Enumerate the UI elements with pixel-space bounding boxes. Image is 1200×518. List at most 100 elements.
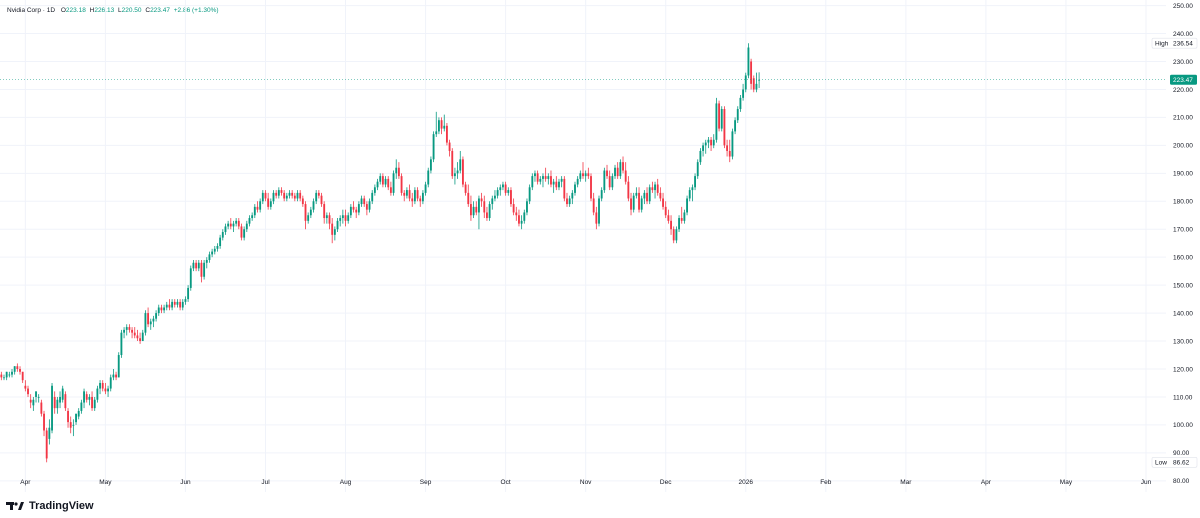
candle: [285, 192, 288, 202]
candle: [680, 206, 683, 224]
candle: [48, 419, 51, 445]
y-tick-label: 80.00: [1173, 478, 1190, 485]
candle: [440, 117, 443, 135]
candle: [592, 192, 595, 216]
candle: [53, 391, 56, 414]
candle: [251, 212, 254, 221]
candle: [99, 380, 101, 395]
candle: [672, 226, 675, 244]
y-tick-label: 200.00: [1173, 143, 1193, 150]
candle: [309, 206, 312, 219]
candle: [704, 139, 707, 154]
candle: [27, 385, 29, 397]
candle: [670, 215, 672, 235]
candle: [635, 187, 638, 199]
candle: [686, 195, 688, 216]
candle: [421, 190, 424, 205]
candle: [259, 198, 262, 213]
candle: [72, 419, 75, 437]
candle: [197, 259, 200, 272]
candle: [211, 248, 214, 258]
y-tick-label: 170.00: [1173, 227, 1193, 234]
candle: [744, 72, 747, 93]
candle: [461, 156, 464, 188]
candle: [133, 327, 136, 339]
x-tick-label: Sep: [420, 479, 432, 486]
candle: [203, 259, 206, 280]
candle: [742, 83, 745, 101]
candle: [368, 198, 371, 213]
candle: [515, 206, 518, 221]
candle: [568, 195, 571, 207]
candle: [731, 128, 734, 160]
candle: [389, 181, 392, 196]
candle: [280, 187, 283, 196]
tradingview-logo[interactable]: TradingView: [6, 500, 94, 512]
candle: [235, 218, 238, 227]
candle: [632, 192, 635, 213]
candle: [325, 212, 328, 224]
candle: [437, 117, 440, 135]
candle: [77, 408, 80, 420]
x-tick-label: Oct: [501, 479, 511, 486]
candle: [630, 192, 632, 216]
candle: [184, 296, 187, 305]
candle: [221, 229, 224, 241]
candle: [229, 218, 232, 230]
candle: [128, 324, 131, 333]
candle: [558, 178, 560, 191]
candle: [347, 212, 350, 224]
change-value: +2.86 (+1.30%): [173, 7, 219, 14]
candle: [403, 190, 406, 202]
candle: [29, 394, 32, 409]
candle: [152, 315, 155, 328]
candle: [373, 184, 376, 196]
candle: [93, 396, 96, 411]
candle: [88, 394, 91, 406]
candle: [512, 198, 515, 216]
candle: [453, 167, 456, 185]
x-tick-label: 2026: [739, 479, 754, 486]
svg-text:Low: Low: [1155, 460, 1167, 467]
candle: [411, 192, 414, 207]
candle: [328, 212, 331, 230]
y-tick-label: 140.00: [1173, 310, 1193, 317]
candle: [96, 385, 99, 403]
candle: [272, 190, 275, 205]
candle: [443, 114, 446, 132]
candle: [395, 159, 398, 179]
candle: [160, 304, 163, 314]
last-price-label: 223.47: [1170, 74, 1197, 85]
x-tick-label: Jun: [180, 479, 191, 486]
candle: [486, 206, 488, 221]
candle: [667, 209, 670, 224]
candle: [451, 148, 454, 179]
candle: [499, 184, 502, 196]
close-label: C: [145, 7, 151, 14]
candle: [712, 134, 715, 149]
candle: [707, 136, 710, 149]
candle: [595, 206, 598, 230]
candle: [296, 190, 299, 202]
candle: [571, 190, 574, 205]
candle: [651, 181, 654, 193]
candle: [582, 162, 584, 179]
y-tick-label: 210.00: [1173, 115, 1193, 122]
candle: [560, 176, 563, 188]
candle: [291, 190, 294, 199]
candle: [352, 201, 355, 213]
candle: [0, 371, 3, 381]
candle: [622, 156, 624, 174]
candle: [590, 173, 592, 202]
candle: [107, 385, 109, 397]
candle: [141, 329, 144, 342]
candle: [435, 111, 438, 137]
candle: [187, 285, 190, 302]
candle: [360, 195, 363, 207]
y-tick-label: 160.00: [1173, 254, 1193, 261]
candle: [427, 167, 430, 188]
candle: [459, 150, 462, 174]
candle: [405, 187, 408, 199]
candle: [478, 195, 480, 230]
